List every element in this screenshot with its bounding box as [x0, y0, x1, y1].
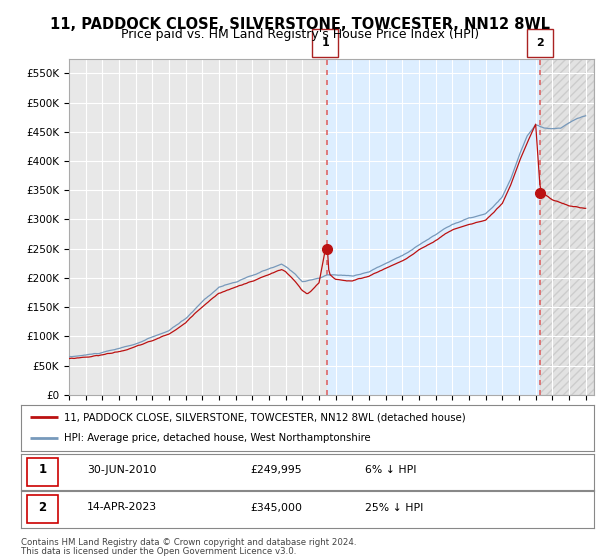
- Text: 11, PADDOCK CLOSE, SILVERSTONE, TOWCESTER, NN12 8WL: 11, PADDOCK CLOSE, SILVERSTONE, TOWCESTE…: [50, 17, 550, 32]
- Text: Price paid vs. HM Land Registry's House Price Index (HPI): Price paid vs. HM Land Registry's House …: [121, 28, 479, 41]
- Text: HPI: Average price, detached house, West Northamptonshire: HPI: Average price, detached house, West…: [64, 433, 371, 444]
- FancyBboxPatch shape: [312, 29, 338, 57]
- Text: Contains HM Land Registry data © Crown copyright and database right 2024.: Contains HM Land Registry data © Crown c…: [21, 538, 356, 547]
- Text: 14-APR-2023: 14-APR-2023: [87, 502, 157, 512]
- Text: 1: 1: [322, 38, 329, 48]
- Text: 6% ↓ HPI: 6% ↓ HPI: [365, 465, 416, 475]
- Text: 11, PADDOCK CLOSE, SILVERSTONE, TOWCESTER, NN12 8WL (detached house): 11, PADDOCK CLOSE, SILVERSTONE, TOWCESTE…: [64, 412, 466, 422]
- Text: 30-JUN-2010: 30-JUN-2010: [87, 465, 157, 475]
- Text: 1: 1: [38, 464, 47, 477]
- Bar: [541, 59, 594, 395]
- FancyBboxPatch shape: [527, 29, 553, 57]
- Text: 2: 2: [38, 501, 47, 514]
- Bar: [328, 59, 541, 395]
- Text: 2: 2: [536, 38, 544, 48]
- Text: This data is licensed under the Open Government Licence v3.0.: This data is licensed under the Open Gov…: [21, 547, 296, 556]
- Bar: [541, 59, 594, 395]
- Text: 25% ↓ HPI: 25% ↓ HPI: [365, 502, 423, 512]
- Text: £249,995: £249,995: [250, 465, 302, 475]
- Bar: [73, 59, 328, 395]
- FancyBboxPatch shape: [27, 496, 58, 523]
- Text: £345,000: £345,000: [250, 502, 302, 512]
- FancyBboxPatch shape: [27, 458, 58, 486]
